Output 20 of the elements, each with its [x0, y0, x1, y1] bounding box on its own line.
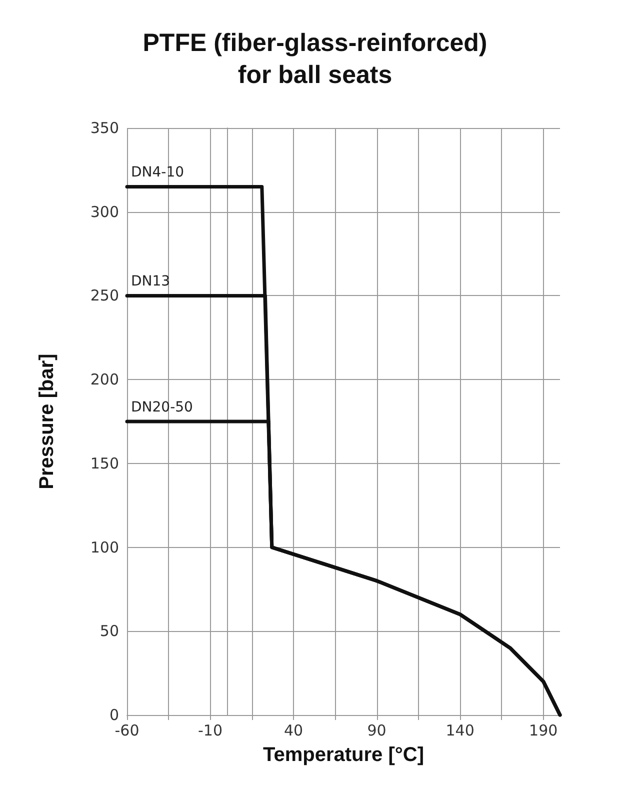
y-tick-label: 50	[100, 622, 119, 640]
y-tick-label: 0	[109, 706, 119, 724]
y-tick-label: 350	[90, 119, 119, 137]
y-tick-label: 150	[90, 454, 119, 472]
series-label: DN20-50	[131, 400, 193, 416]
y-tick-label: 300	[90, 202, 119, 221]
x-tick-label: -10	[198, 722, 223, 740]
y-tick-label: 100	[90, 538, 119, 556]
x-tick-label: 140	[446, 722, 474, 740]
chart-title: PTFE (fiber-glass-reinforced) for ball seats	[142, 29, 488, 89]
x-tick-label: 40	[284, 722, 304, 740]
y-tick-label: 250	[90, 286, 119, 305]
series-label: DN4-10	[131, 164, 184, 181]
y-tick-label: 200	[90, 370, 119, 389]
x-tick-label: -60	[114, 722, 140, 740]
x-tick-label: 190	[529, 722, 558, 740]
series-label: DN13	[131, 274, 170, 290]
x-axis-title: Temperature [°C]	[263, 744, 424, 766]
x-tick-label: 90	[367, 722, 386, 740]
y-axis-title: Pressure [bar]	[36, 354, 58, 490]
